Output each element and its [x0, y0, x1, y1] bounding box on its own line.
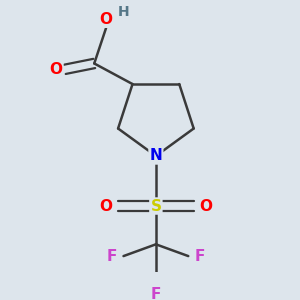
Text: O: O: [99, 199, 112, 214]
Text: O: O: [200, 199, 212, 214]
Text: N: N: [149, 148, 162, 164]
Text: H: H: [118, 5, 130, 19]
Text: F: F: [106, 249, 117, 264]
Text: O: O: [50, 62, 62, 77]
Text: F: F: [151, 287, 161, 300]
Text: O: O: [100, 12, 112, 27]
Text: S: S: [150, 199, 161, 214]
Text: F: F: [195, 249, 205, 264]
